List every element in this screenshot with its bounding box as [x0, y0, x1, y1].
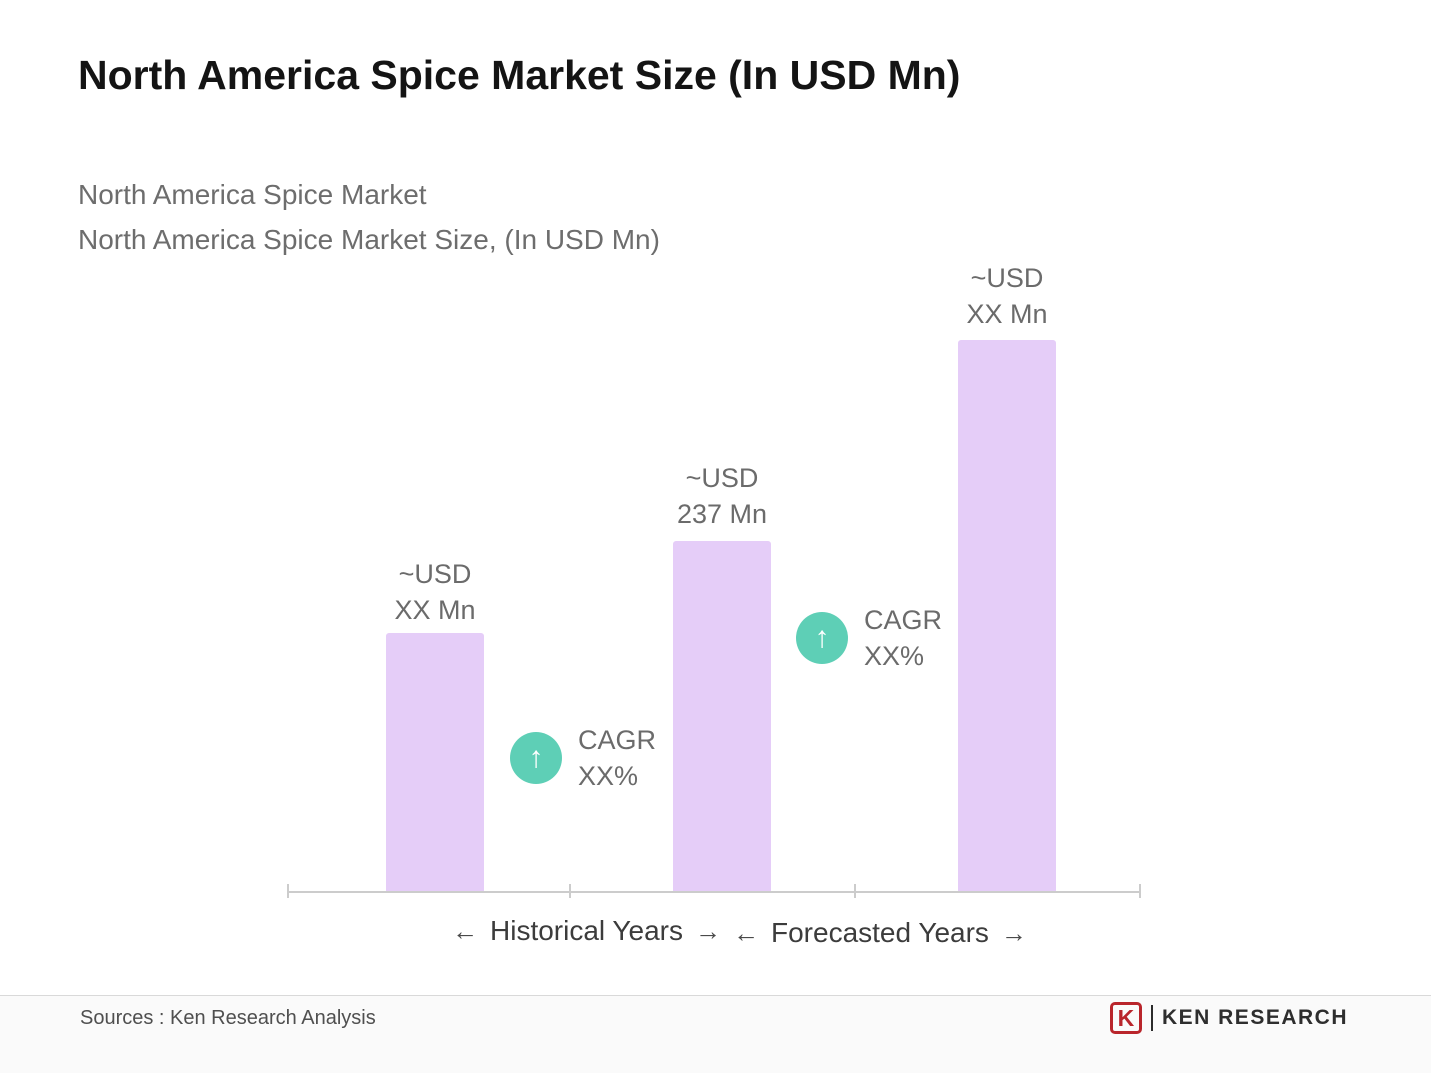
- arrow-right-icon: →: [1000, 917, 1027, 948]
- cagr-annotation: ↑ CAGR XX%: [510, 722, 656, 794]
- arrow-right-icon: →: [694, 915, 721, 946]
- bar-historical-1: [386, 633, 484, 893]
- axis-tick: [854, 884, 856, 898]
- ken-research-logo-text: KEN RESEARCH: [1161, 1006, 1348, 1029]
- ken-research-logo-mark-icon: K: [1109, 1002, 1142, 1034]
- sources-text: Sources : Ken Research Analysis: [80, 1007, 376, 1029]
- arrow-left-icon: ←: [452, 915, 478, 946]
- bar-current-year: [673, 541, 771, 893]
- axis-tick: [569, 884, 571, 898]
- subtitle-line-2: North America Spice Market Size, (In USD…: [78, 224, 660, 255]
- axis-group-historical: ← Historical Years →: [452, 915, 721, 947]
- axis-group-label: Forecasted Years: [771, 917, 989, 948]
- axis-group-forecasted: ← Forecasted Years →: [733, 917, 1027, 949]
- x-axis-line: [287, 891, 1140, 893]
- subtitle-line-1: North America Spice Market: [78, 179, 427, 210]
- axis-tick: [287, 884, 289, 898]
- up-arrow-icon: ↑: [796, 612, 848, 664]
- chart-subtitle: North America Spice Market North America…: [78, 172, 660, 262]
- bar-value-label: ~USD 237 Mn: [676, 463, 768, 529]
- cagr-annotation-text: CAGR XX%: [864, 605, 943, 671]
- axis-tick: [1139, 884, 1141, 898]
- cagr-annotation-text: CAGR XX%: [578, 725, 657, 791]
- arrow-left-icon: ←: [733, 917, 759, 948]
- ken-research-logo: K KEN RESEARCH: [1109, 1002, 1348, 1034]
- up-arrow-icon: ↑: [510, 732, 562, 784]
- page-title: North America Spice Market Size (In USD …: [78, 52, 961, 98]
- footer-background: [0, 996, 1431, 1073]
- bar-forecast: [958, 340, 1056, 893]
- bar-value-label: ~USD XX Mn: [394, 559, 476, 625]
- cagr-annotation: ↑ CAGR XX%: [796, 602, 942, 674]
- axis-group-label: Historical Years: [490, 915, 683, 946]
- footer-divider: [0, 995, 1431, 996]
- logo-divider: [1150, 1005, 1153, 1031]
- bar-value-label: ~USD XX Mn: [966, 263, 1048, 329]
